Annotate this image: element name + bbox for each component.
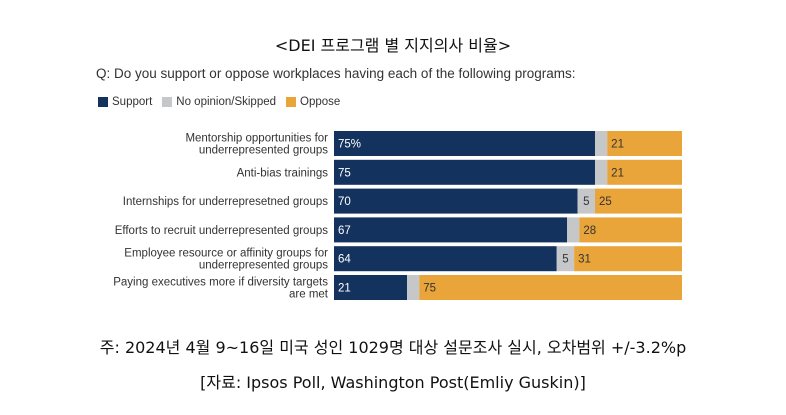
category-label: Efforts to recruit underrepresented grou… — [115, 225, 329, 237]
legend-swatch-oppose — [286, 97, 297, 107]
data-label-oppose: 28 — [583, 225, 596, 237]
bar-segment-support — [334, 131, 595, 156]
bar-segment-oppose — [419, 275, 682, 300]
bar-segment-oppose — [595, 188, 682, 214]
legend-label-no-opinion: No opinion/Skipped — [176, 96, 277, 108]
category-label: Anti-bias trainings — [237, 167, 329, 179]
data-label-no-opinion: 5 — [583, 196, 589, 208]
category-label: Employee resource or affinity groups for… — [124, 248, 328, 272]
data-label-oppose: 31 — [578, 254, 591, 266]
bar-segment-no-opinion — [595, 131, 608, 156]
bar-segment-oppose — [607, 159, 682, 185]
chart-question: Q: Do you support or oppose workplaces h… — [96, 66, 576, 81]
category-label: Internships for underrepresetned groups — [123, 196, 328, 208]
data-label-support: 75% — [338, 139, 361, 151]
data-label-oppose: 21 — [611, 139, 624, 151]
data-label-oppose: 21 — [611, 167, 624, 179]
legend-swatch-no-opinion — [162, 97, 173, 107]
legend-swatch-support — [98, 97, 108, 107]
bar-segment-support — [334, 217, 568, 243]
data-label-no-opinion: 5 — [562, 254, 568, 266]
bar-segment-support — [334, 275, 408, 300]
category-label: Paying executives more if diversity targ… — [113, 277, 329, 301]
bar-segment-oppose — [607, 131, 682, 156]
data-label-support: 75 — [338, 167, 351, 179]
footnote: 주: 2024년 4월 9~16일 미국 성인 1029명 대상 설문조사 실시… — [99, 338, 687, 357]
legend-label-support: Support — [112, 96, 153, 108]
bar-segment-no-opinion — [567, 217, 580, 243]
bar-segment-support — [334, 188, 578, 214]
data-label-oppose: 25 — [599, 196, 612, 208]
category-label: Mentorship opportunities for underreprese… — [185, 133, 328, 157]
page-title: <DEI 프로그램 별 지지의사 비율> — [274, 36, 512, 55]
bar-segment-oppose — [574, 246, 682, 272]
bar-segment-support — [334, 246, 557, 272]
bar-segment-no-opinion — [595, 159, 608, 185]
legend-item-oppose: Oppose — [286, 96, 340, 108]
legend-item-no-opinion: No opinion/Skipped — [162, 96, 276, 108]
data-label-support: 67 — [338, 225, 351, 237]
chart-legend: Support No opinion/Skipped Oppose — [98, 96, 340, 108]
data-label-support: 70 — [338, 196, 351, 208]
bar-segment-oppose — [579, 217, 682, 243]
bar-segment-no-opinion — [407, 275, 420, 300]
bar-segment-support — [334, 159, 595, 185]
stacked-bar-chart: Mentorship opportunities for underreprese… — [113, 131, 682, 301]
bar-segment-no-opinion — [556, 246, 575, 272]
legend-label-oppose: Oppose — [300, 96, 341, 108]
bar-segment-no-opinion — [577, 188, 595, 214]
data-label-support: 21 — [338, 283, 351, 295]
legend-item-support: Support — [98, 96, 152, 108]
data-label-support: 64 — [338, 254, 351, 266]
source-note: [자료: Ipsos Poll, Washington Post(Emliy G… — [200, 373, 586, 392]
data-label-oppose: 75 — [423, 283, 436, 295]
